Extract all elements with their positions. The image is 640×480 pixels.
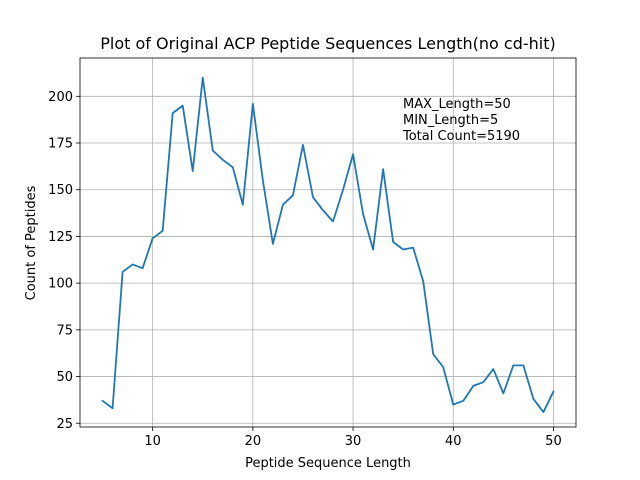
x-axis: 10 20 30 40 50 xyxy=(144,427,562,449)
annotations: MAX_Length=50 MIN_Length=5 Total Count=5… xyxy=(402,97,520,144)
y-tick-label: 50 xyxy=(56,370,73,385)
y-tick-label: 150 xyxy=(48,183,73,198)
chart-title: Plot of Original ACP Peptide Sequences L… xyxy=(100,34,556,53)
x-tick-label: 10 xyxy=(144,434,161,449)
grid xyxy=(80,58,576,427)
y-tick-label: 125 xyxy=(48,230,73,245)
x-tick-label: 40 xyxy=(445,434,462,449)
annotation-total-count: Total Count=5190 xyxy=(402,129,520,144)
annotation-min-length: MIN_Length=5 xyxy=(403,113,498,128)
y-tick-label: 100 xyxy=(48,277,73,292)
y-axis-label: Count of Peptides xyxy=(24,185,39,300)
y-tick-label: 200 xyxy=(48,90,73,105)
x-tick-label: 30 xyxy=(345,434,362,449)
series-layer xyxy=(101,76,555,413)
y-tick-label: 25 xyxy=(56,417,73,432)
x-axis-label: Peptide Sequence Length xyxy=(245,456,411,471)
y-tick-label: 175 xyxy=(48,137,73,152)
x-tick-label: 50 xyxy=(545,434,562,449)
y-axis: 25 50 75 100 125 150 175 200 xyxy=(48,90,80,432)
y-tick-label: 75 xyxy=(56,323,73,338)
plot-frame xyxy=(79,57,577,428)
series-line xyxy=(101,76,555,413)
annotation-max-length: MAX_Length=50 xyxy=(403,97,511,112)
x-tick-label: 20 xyxy=(245,434,262,449)
